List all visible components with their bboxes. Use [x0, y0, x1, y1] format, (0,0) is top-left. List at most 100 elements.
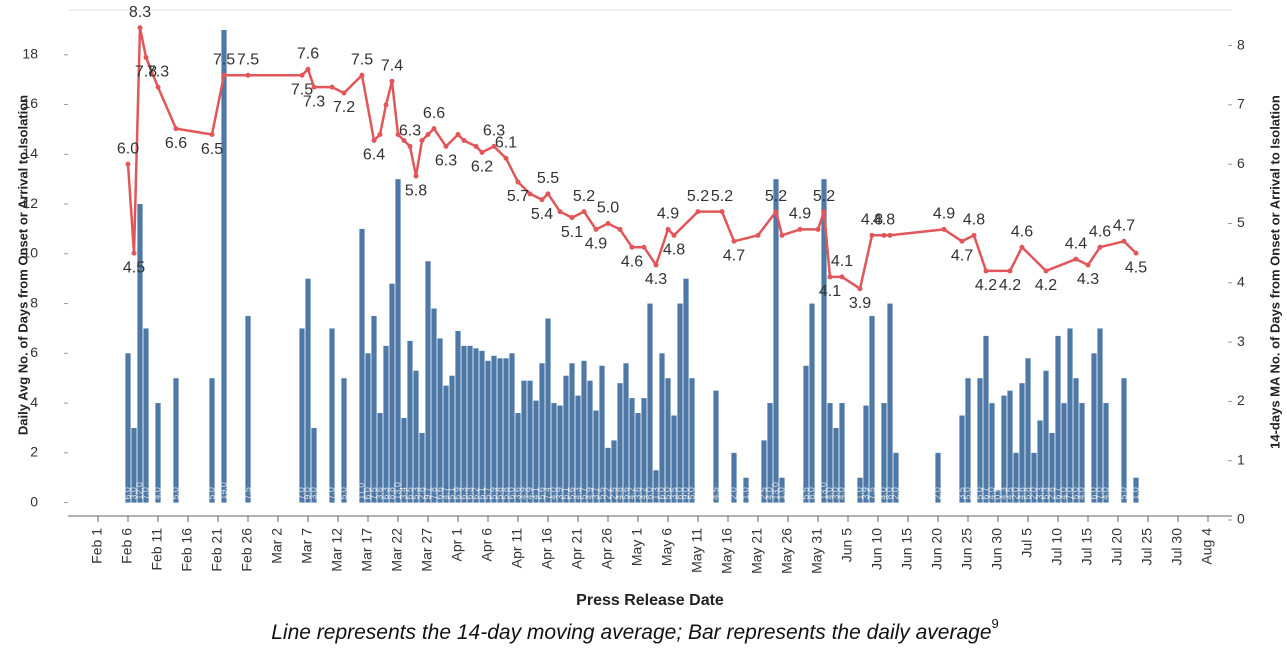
x-tick-label: Jun 30 — [989, 528, 1005, 570]
ma-label: 4.9 — [789, 206, 811, 223]
ma-point — [305, 66, 311, 72]
ma-point — [941, 226, 947, 232]
ma-label: 7.4 — [381, 57, 403, 74]
bar-label: 4.0 — [1076, 487, 1086, 500]
bar-label: 6.0 — [122, 487, 132, 500]
bar — [1133, 477, 1139, 503]
ma-label: 6.1 — [495, 134, 517, 151]
bar-label: 7.0 — [1064, 487, 1074, 500]
bar-label: 4.9 — [518, 487, 528, 500]
ma-label: 7.8 — [135, 64, 157, 81]
bar-label: 12.0 — [134, 482, 144, 500]
ma-point — [371, 137, 377, 143]
bar — [575, 395, 581, 503]
bar-label: 3.4 — [398, 487, 408, 500]
bar-label: 6.0 — [656, 487, 666, 500]
ma-label: 4.7 — [951, 247, 973, 264]
bar — [377, 413, 383, 503]
bar — [635, 413, 641, 503]
ma-label: 6.3 — [483, 123, 505, 140]
ma-label: 7.5 — [291, 81, 313, 98]
bar — [527, 380, 533, 503]
bar-label: 4.2 — [626, 487, 636, 500]
ma-label: 5.7 — [507, 188, 529, 205]
bar — [977, 378, 983, 503]
ma-point — [131, 250, 137, 256]
ma-point — [971, 232, 977, 238]
bar — [1043, 370, 1049, 503]
bar-label: 5.6 — [566, 487, 576, 500]
bar-label: 8.0 — [884, 487, 894, 500]
bar-label: 6.2 — [470, 487, 480, 500]
bar — [689, 378, 695, 503]
y2-tick-label: 0 — [1237, 511, 1245, 527]
bar-label: 5.7 — [578, 487, 588, 500]
bar-label: 6.3 — [458, 487, 468, 500]
y2-tick-label: 8 — [1237, 36, 1245, 52]
bar — [731, 452, 737, 503]
bar — [533, 400, 539, 503]
ma-label: 5.2 — [765, 188, 787, 205]
ma-point — [383, 102, 389, 108]
ma-point — [539, 197, 545, 203]
bar-label: 5.0 — [686, 487, 696, 500]
bar-label: 4.9 — [584, 487, 594, 500]
x-tick-label: Apr 21 — [569, 528, 585, 569]
bar — [683, 278, 689, 503]
ma-label: 3.9 — [849, 295, 871, 312]
x-tick-label: Mar 12 — [329, 528, 345, 572]
bar-label: 3.0 — [128, 487, 138, 500]
ma-label: 4.5 — [1125, 259, 1147, 276]
ma-label: 4.1 — [831, 253, 853, 270]
ma-label: 4.8 — [861, 212, 883, 229]
bar-label: 9.0 — [680, 487, 690, 500]
ma-point — [527, 191, 533, 197]
ma-label: 4.2 — [999, 277, 1021, 294]
x-tick-label: Jun 10 — [869, 528, 885, 570]
bar — [959, 415, 965, 503]
bar — [1079, 403, 1085, 503]
bar — [569, 363, 575, 503]
ma-label: 4.3 — [645, 271, 667, 288]
x-tick-label: Mar 7 — [299, 528, 315, 564]
ma-point — [155, 84, 161, 90]
bar-label: 4.3 — [998, 487, 1008, 500]
bar-label: 8.0 — [644, 487, 654, 500]
x-tick-label: Feb 11 — [149, 528, 165, 571]
ma-label: 5.2 — [813, 188, 835, 205]
ma-point — [593, 226, 599, 232]
bar — [803, 365, 809, 503]
bar — [1019, 383, 1025, 503]
ma-point — [143, 54, 149, 60]
bar — [1013, 452, 1019, 503]
ma-point — [443, 143, 449, 149]
bar — [221, 29, 227, 503]
ma-label: 4.4 — [1065, 235, 1087, 252]
x-tick-label: Apr 6 — [479, 528, 495, 562]
x-tick-label: Apr 1 — [449, 528, 465, 562]
bar — [461, 345, 467, 503]
bar-label: 5.9 — [488, 487, 498, 500]
bar — [299, 328, 305, 503]
ma-point — [773, 209, 779, 215]
ma-point — [557, 209, 563, 215]
bar-label: 4.0 — [836, 487, 846, 500]
x-tick-label: Feb 1 — [89, 528, 105, 564]
bar-label: 7.5 — [368, 487, 378, 500]
bar-label: 13.0 — [818, 482, 828, 500]
ma-label: 6.2 — [471, 159, 493, 176]
bar — [1031, 452, 1037, 503]
bar-label: 6.7 — [980, 487, 990, 500]
bar-label: 1.0 — [854, 487, 864, 500]
ma-point — [503, 155, 509, 161]
bar — [557, 405, 563, 503]
ma-label: 6.4 — [363, 147, 385, 164]
bar-label: 4.0 — [986, 487, 996, 500]
bar — [1037, 420, 1043, 503]
bar-label: 6.0 — [1088, 487, 1098, 500]
x-tick-label: May 1 — [629, 528, 645, 566]
bar-label: 3.5 — [956, 487, 966, 500]
bar — [857, 477, 863, 503]
bar-label: 5.6 — [536, 487, 546, 500]
bar — [1061, 403, 1067, 503]
